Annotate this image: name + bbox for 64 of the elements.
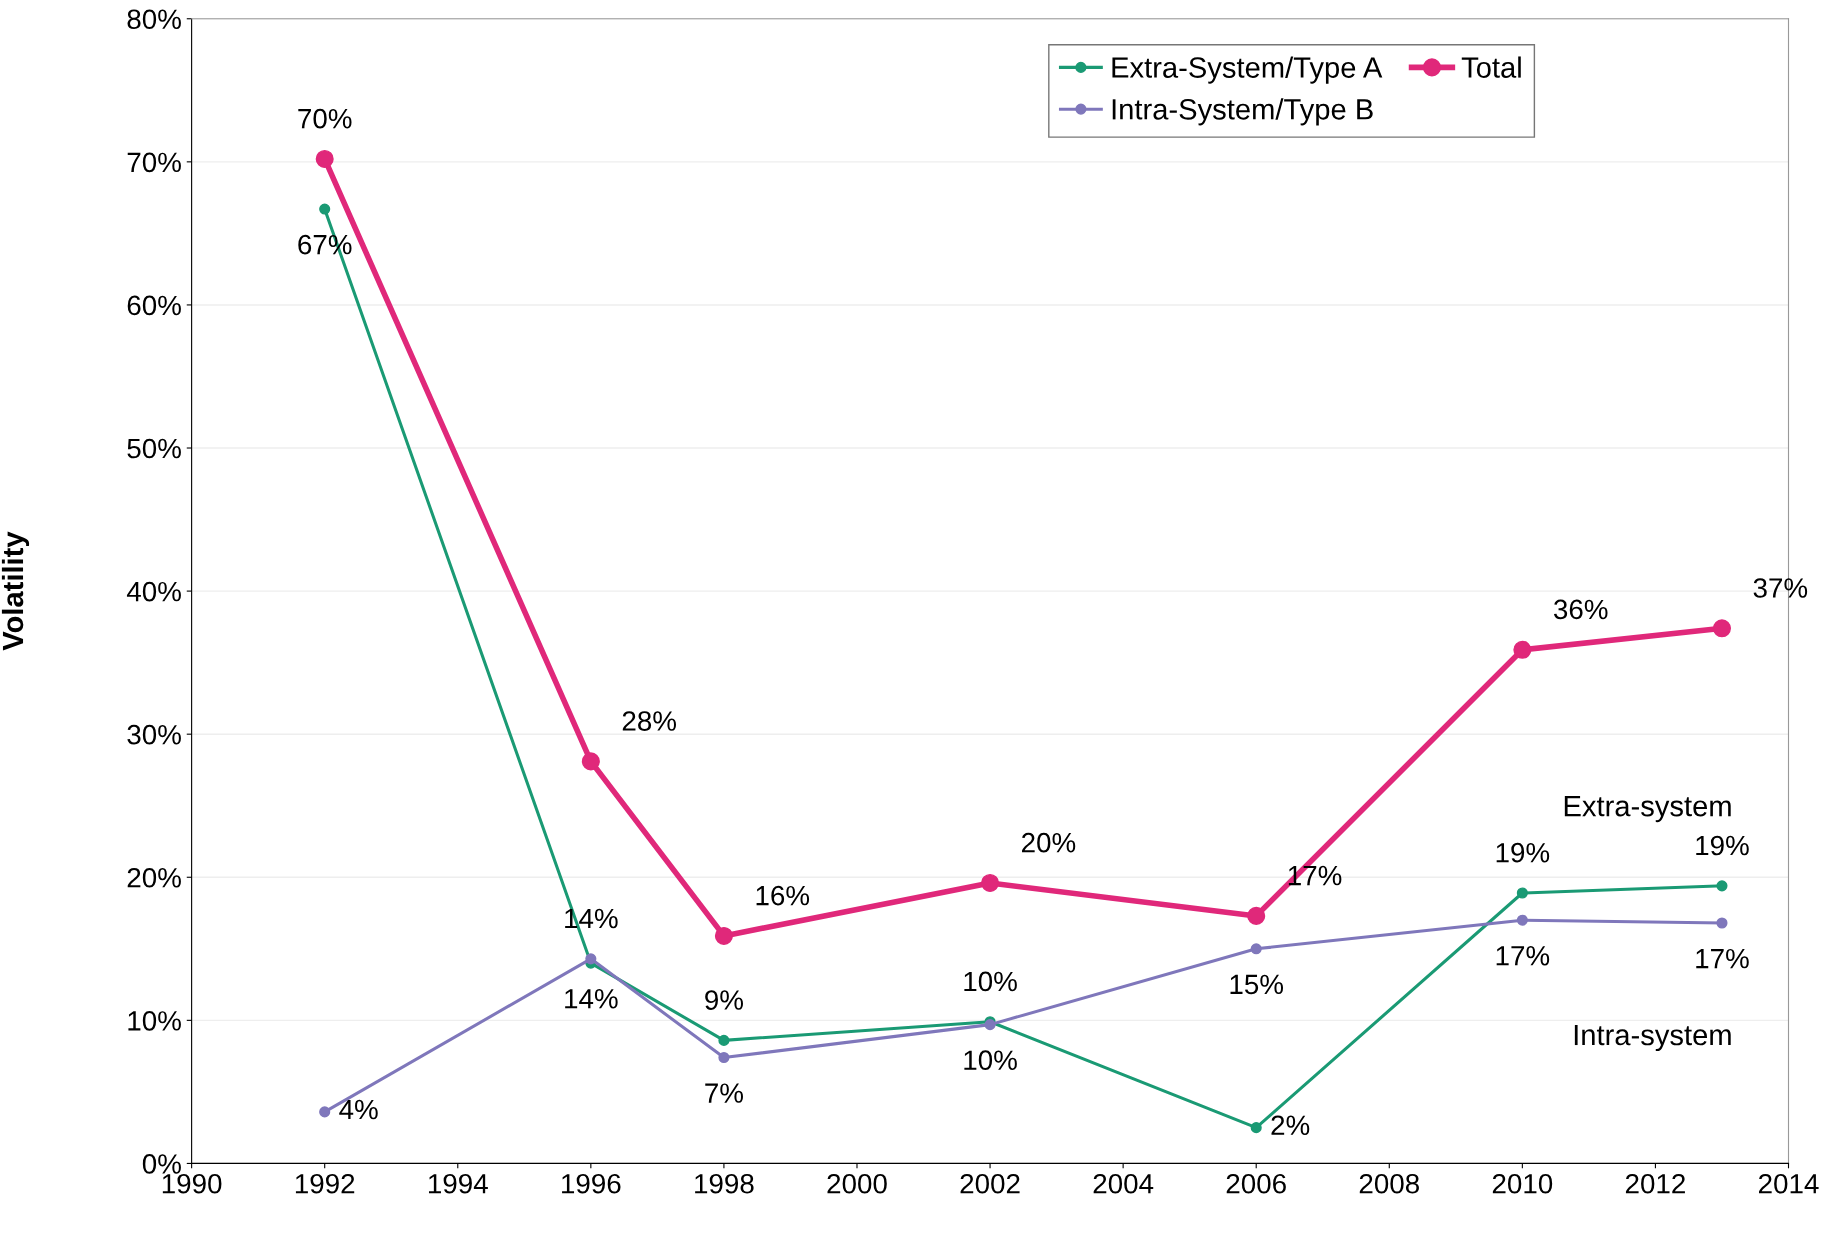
data-label: 70% — [298, 108, 352, 129]
point — [1716, 917, 1728, 929]
point — [1712, 619, 1731, 638]
point — [1516, 914, 1528, 926]
x-tick-label: 2000 — [827, 1173, 887, 1194]
data-label: 37% — [1753, 578, 1808, 598]
point — [1516, 887, 1528, 899]
legend-label: Total — [1461, 56, 1521, 78]
x-tick-label: 1996 — [562, 1173, 621, 1194]
data-label: 19% — [1696, 835, 1749, 856]
y-tick-label: 50% — [127, 438, 181, 459]
point — [1716, 880, 1728, 892]
x-tick-label: 2008 — [1359, 1173, 1419, 1194]
point — [319, 1106, 331, 1118]
data-label: 16% — [756, 885, 810, 906]
legend-label: Intra-System/Type B — [1112, 98, 1373, 126]
x-tick-label: 2002 — [960, 1173, 1020, 1194]
y-tick-label: 20% — [127, 867, 181, 888]
point — [981, 873, 1000, 893]
y-tick-label: 10% — [128, 1011, 181, 1031]
y-tick-label: 80% — [127, 9, 181, 30]
point — [1513, 640, 1532, 659]
y-tick-label: 0% — [142, 1154, 181, 1174]
x-tick-label: 2014 — [1759, 1173, 1819, 1194]
x-tick-label: 1992 — [295, 1173, 355, 1194]
data-label: 7% — [705, 1083, 743, 1103]
data-label: 4% — [339, 1099, 378, 1120]
data-label: 2% — [1271, 1115, 1310, 1136]
legend-label: Extra-System/Type A — [1112, 56, 1383, 84]
y-tick-label: 70% — [127, 152, 181, 173]
data-label: 20% — [1022, 832, 1076, 853]
annotation: Extra-system — [1564, 796, 1731, 823]
x-tick-label: 2004 — [1093, 1173, 1154, 1194]
data-label: 10% — [964, 1050, 1017, 1071]
x-tick-label: 1990 — [162, 1173, 222, 1194]
y-axis-title: Volatility — [1, 531, 30, 651]
point — [319, 203, 331, 215]
data-label: 15% — [1230, 974, 1284, 995]
data-label: 9% — [705, 990, 743, 1010]
point — [315, 149, 334, 169]
y-tick-label: 30% — [127, 724, 181, 745]
data-label: 10% — [964, 971, 1017, 992]
y-tick-label: 60% — [127, 295, 181, 316]
point — [581, 752, 600, 771]
data-label: 14% — [565, 988, 618, 1009]
data-label: 17% — [1696, 948, 1749, 969]
x-tick-label: 2012 — [1625, 1173, 1685, 1194]
point — [1247, 906, 1266, 925]
point — [1250, 943, 1262, 955]
annotation: Intra-system — [1574, 1024, 1731, 1052]
point — [714, 926, 733, 945]
point — [718, 1034, 730, 1046]
data-label: 17% — [1496, 946, 1550, 966]
point — [1250, 1122, 1262, 1134]
point — [718, 1051, 730, 1064]
x-tick-label: 1998 — [695, 1173, 754, 1194]
x-tick-label: 1994 — [428, 1173, 488, 1194]
y-tick-label: 40% — [126, 581, 181, 602]
data-label: 36% — [1553, 599, 1608, 620]
data-label: 28% — [622, 711, 677, 731]
data-label: 19% — [1496, 842, 1550, 863]
point — [585, 953, 597, 965]
x-tick-label: 2006 — [1226, 1173, 1286, 1194]
x-tick-label: 2010 — [1492, 1173, 1553, 1194]
